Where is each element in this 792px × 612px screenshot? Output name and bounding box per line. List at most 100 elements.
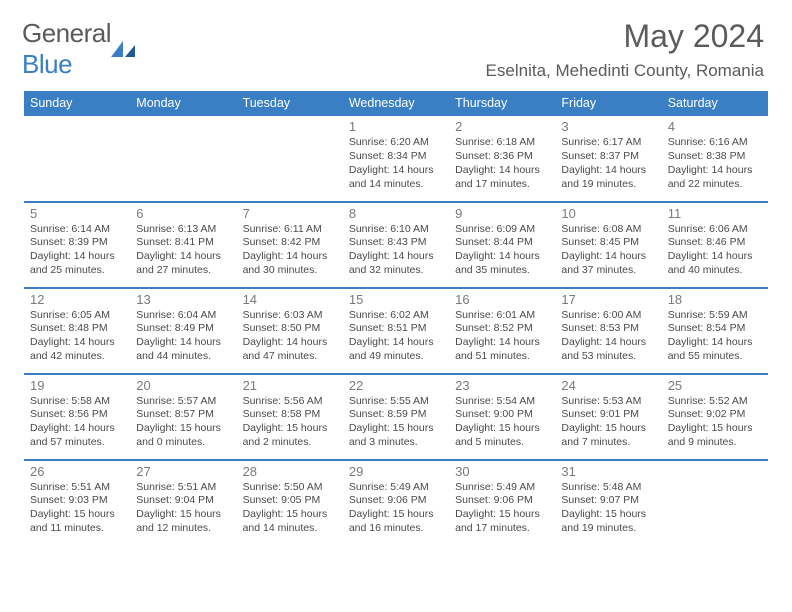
- day-info: Sunrise: 5:53 AMSunset: 9:01 PMDaylight:…: [561, 395, 655, 450]
- day-info: Sunrise: 6:16 AMSunset: 8:38 PMDaylight:…: [668, 136, 762, 191]
- day-number: 10: [561, 206, 655, 221]
- day-number: 26: [30, 464, 124, 479]
- day-number: 7: [243, 206, 337, 221]
- day-cell: 26Sunrise: 5:51 AMSunset: 9:03 PMDayligh…: [24, 460, 130, 546]
- sunrise-label: Sunrise: 5:59 AM: [668, 309, 762, 323]
- day-cell: 13Sunrise: 6:04 AMSunset: 8:49 PMDayligh…: [130, 288, 236, 374]
- day-number: 19: [30, 378, 124, 393]
- sunrise-label: Sunrise: 5:51 AM: [30, 481, 124, 495]
- day-number: 14: [243, 292, 337, 307]
- daylight-label: Daylight: 14 hours and 53 minutes.: [561, 336, 655, 364]
- sunset-label: Sunset: 8:43 PM: [349, 236, 443, 250]
- sunrise-label: Sunrise: 5:48 AM: [561, 481, 655, 495]
- col-tuesday: Tuesday: [237, 91, 343, 116]
- day-cell: [24, 116, 130, 202]
- daylight-label: Daylight: 14 hours and 14 minutes.: [349, 164, 443, 192]
- daylight-label: Daylight: 15 hours and 16 minutes.: [349, 508, 443, 536]
- day-number: 2: [455, 119, 549, 134]
- sunrise-label: Sunrise: 6:00 AM: [561, 309, 655, 323]
- col-thursday: Thursday: [449, 91, 555, 116]
- col-wednesday: Wednesday: [343, 91, 449, 116]
- day-number: 25: [668, 378, 762, 393]
- day-cell: 8Sunrise: 6:10 AMSunset: 8:43 PMDaylight…: [343, 202, 449, 288]
- day-info: Sunrise: 6:09 AMSunset: 8:44 PMDaylight:…: [455, 223, 549, 278]
- day-cell: [662, 460, 768, 546]
- sunrise-label: Sunrise: 6:05 AM: [30, 309, 124, 323]
- page-title: May 2024: [486, 18, 764, 55]
- sunrise-label: Sunrise: 5:55 AM: [349, 395, 443, 409]
- sunset-label: Sunset: 8:59 PM: [349, 408, 443, 422]
- sunset-label: Sunset: 9:06 PM: [349, 494, 443, 508]
- day-cell: 6 Sunrise: 6:13 AMSunset: 8:41 PMDaylight…: [130, 202, 236, 288]
- sunrise-label: Sunrise: 6:13 AM: [136, 223, 230, 237]
- day-cell: 1Sunrise: 6:20 AMSunset: 8:34 PMDaylight…: [343, 116, 449, 202]
- day-cell: 3Sunrise: 6:17 AMSunset: 8:37 PMDaylight…: [555, 116, 661, 202]
- day-cell: 20Sunrise: 5:57 AMSunset: 8:57 PMDayligh…: [130, 374, 236, 460]
- sunrise-label: Sunrise: 5:57 AM: [136, 395, 230, 409]
- day-info: Sunrise: 5:50 AMSunset: 9:05 PMDaylight:…: [243, 481, 337, 536]
- sunrise-label: Sunrise: 6:03 AM: [243, 309, 337, 323]
- day-info: Sunrise: 6:17 AMSunset: 8:37 PMDaylight:…: [561, 136, 655, 191]
- daylight-label: Daylight: 14 hours and 25 minutes.: [30, 250, 124, 278]
- sunrise-label: Sunrise: 5:56 AM: [243, 395, 337, 409]
- sunset-label: Sunset: 9:01 PM: [561, 408, 655, 422]
- sunset-label: Sunset: 8:42 PM: [243, 236, 337, 250]
- day-cell: 12Sunrise: 6:05 AMSunset: 8:48 PMDayligh…: [24, 288, 130, 374]
- day-info: Sunrise: 5:48 AMSunset: 9:07 PMDaylight:…: [561, 481, 655, 536]
- day-number: 11: [668, 206, 762, 221]
- day-cell: 10 Sunrise: 6:08 AMSunset: 8:45 PMDayligh…: [555, 202, 661, 288]
- table-row: 19Sunrise: 5:58 AMSunset: 8:56 PMDayligh…: [24, 374, 768, 460]
- day-number: 29: [349, 464, 443, 479]
- sunrise-label: Sunrise: 5:50 AM: [243, 481, 337, 495]
- sunset-label: Sunset: 8:53 PM: [561, 322, 655, 336]
- day-number: 6: [136, 206, 230, 221]
- day-cell: 18Sunrise: 5:59 AMSunset: 8:54 PMDayligh…: [662, 288, 768, 374]
- sunset-label: Sunset: 8:34 PM: [349, 150, 443, 164]
- sunset-label: Sunset: 9:04 PM: [136, 494, 230, 508]
- day-number: 23: [455, 378, 549, 393]
- sunset-label: Sunset: 8:50 PM: [243, 322, 337, 336]
- sunset-label: Sunset: 8:51 PM: [349, 322, 443, 336]
- sunset-label: Sunset: 8:48 PM: [30, 322, 124, 336]
- daylight-label: Daylight: 14 hours and 35 minutes.: [455, 250, 549, 278]
- day-info: Sunrise: 6:13 AMSunset: 8:41 PMDaylight:…: [136, 223, 230, 278]
- sunset-label: Sunset: 8:54 PM: [668, 322, 762, 336]
- day-cell: 17Sunrise: 6:00 AMSunset: 8:53 PMDayligh…: [555, 288, 661, 374]
- sunset-label: Sunset: 8:38 PM: [668, 150, 762, 164]
- day-number: 31: [561, 464, 655, 479]
- day-info: Sunrise: 6:08 AMSunset: 8:45 PMDaylight:…: [561, 223, 655, 278]
- day-info: Sunrise: 5:54 AMSunset: 9:00 PMDaylight:…: [455, 395, 549, 450]
- sunrise-label: Sunrise: 5:49 AM: [455, 481, 549, 495]
- sunrise-label: Sunrise: 6:16 AM: [668, 136, 762, 150]
- day-number: 9: [455, 206, 549, 221]
- daylight-label: Daylight: 15 hours and 17 minutes.: [455, 508, 549, 536]
- sunset-label: Sunset: 8:45 PM: [561, 236, 655, 250]
- day-info: Sunrise: 6:02 AMSunset: 8:51 PMDaylight:…: [349, 309, 443, 364]
- sunrise-label: Sunrise: 6:02 AM: [349, 309, 443, 323]
- day-number: 5: [30, 206, 124, 221]
- sunrise-label: Sunrise: 6:20 AM: [349, 136, 443, 150]
- day-cell: 28Sunrise: 5:50 AMSunset: 9:05 PMDayligh…: [237, 460, 343, 546]
- day-number: 13: [136, 292, 230, 307]
- sunrise-label: Sunrise: 6:17 AM: [561, 136, 655, 150]
- day-cell: 19Sunrise: 5:58 AMSunset: 8:56 PMDayligh…: [24, 374, 130, 460]
- col-friday: Friday: [555, 91, 661, 116]
- sunrise-label: Sunrise: 5:54 AM: [455, 395, 549, 409]
- sunrise-label: Sunrise: 6:18 AM: [455, 136, 549, 150]
- brand-part1: General: [22, 18, 111, 48]
- day-number: 12: [30, 292, 124, 307]
- daylight-label: Daylight: 14 hours and 47 minutes.: [243, 336, 337, 364]
- daylight-label: Daylight: 14 hours and 32 minutes.: [349, 250, 443, 278]
- sunset-label: Sunset: 8:37 PM: [561, 150, 655, 164]
- day-number: 24: [561, 378, 655, 393]
- day-number: 27: [136, 464, 230, 479]
- day-cell: [130, 116, 236, 202]
- day-number: 8: [349, 206, 443, 221]
- sunset-label: Sunset: 8:56 PM: [30, 408, 124, 422]
- sunrise-label: Sunrise: 6:04 AM: [136, 309, 230, 323]
- daylight-label: Daylight: 15 hours and 9 minutes.: [668, 422, 762, 450]
- day-info: Sunrise: 6:00 AMSunset: 8:53 PMDaylight:…: [561, 309, 655, 364]
- day-info: Sunrise: 6:03 AMSunset: 8:50 PMDaylight:…: [243, 309, 337, 364]
- sail-icon: [109, 39, 137, 59]
- sunset-label: Sunset: 8:36 PM: [455, 150, 549, 164]
